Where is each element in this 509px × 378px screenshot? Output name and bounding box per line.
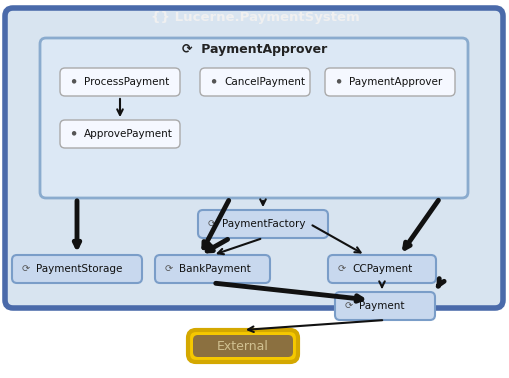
FancyBboxPatch shape bbox=[60, 120, 180, 148]
Text: CancelPayment: CancelPayment bbox=[223, 77, 304, 87]
Text: ⚫: ⚫ bbox=[210, 77, 221, 87]
Text: ⟳: ⟳ bbox=[344, 301, 356, 311]
FancyBboxPatch shape bbox=[327, 255, 435, 283]
FancyBboxPatch shape bbox=[324, 68, 454, 96]
Text: ⟳: ⟳ bbox=[165, 264, 176, 274]
Text: PaymentApprover: PaymentApprover bbox=[348, 77, 441, 87]
Text: {} Lucerne.PaymentSystem: {} Lucerne.PaymentSystem bbox=[150, 11, 359, 25]
Text: CCPayment: CCPayment bbox=[351, 264, 411, 274]
Text: ProcessPayment: ProcessPayment bbox=[84, 77, 169, 87]
FancyBboxPatch shape bbox=[155, 255, 269, 283]
FancyBboxPatch shape bbox=[60, 68, 180, 96]
FancyBboxPatch shape bbox=[188, 330, 297, 362]
FancyBboxPatch shape bbox=[12, 255, 142, 283]
Text: BankPayment: BankPayment bbox=[179, 264, 250, 274]
Text: ⟳: ⟳ bbox=[22, 264, 33, 274]
Text: Payment: Payment bbox=[358, 301, 404, 311]
Text: ⟳: ⟳ bbox=[337, 264, 349, 274]
Text: PaymentStorage: PaymentStorage bbox=[36, 264, 122, 274]
FancyBboxPatch shape bbox=[197, 210, 327, 238]
Text: ⚫: ⚫ bbox=[70, 129, 81, 139]
FancyBboxPatch shape bbox=[40, 38, 467, 198]
Text: ⚫: ⚫ bbox=[334, 77, 346, 87]
Text: PaymentFactory: PaymentFactory bbox=[221, 219, 305, 229]
Text: External: External bbox=[217, 339, 268, 353]
FancyBboxPatch shape bbox=[334, 292, 434, 320]
FancyBboxPatch shape bbox=[192, 335, 293, 357]
FancyBboxPatch shape bbox=[200, 68, 309, 96]
Text: ⚫: ⚫ bbox=[70, 77, 81, 87]
Text: ⟳  PaymentApprover: ⟳ PaymentApprover bbox=[182, 43, 327, 56]
Text: ApprovePayment: ApprovePayment bbox=[84, 129, 173, 139]
FancyBboxPatch shape bbox=[5, 8, 502, 308]
Text: ⟳: ⟳ bbox=[208, 219, 219, 229]
